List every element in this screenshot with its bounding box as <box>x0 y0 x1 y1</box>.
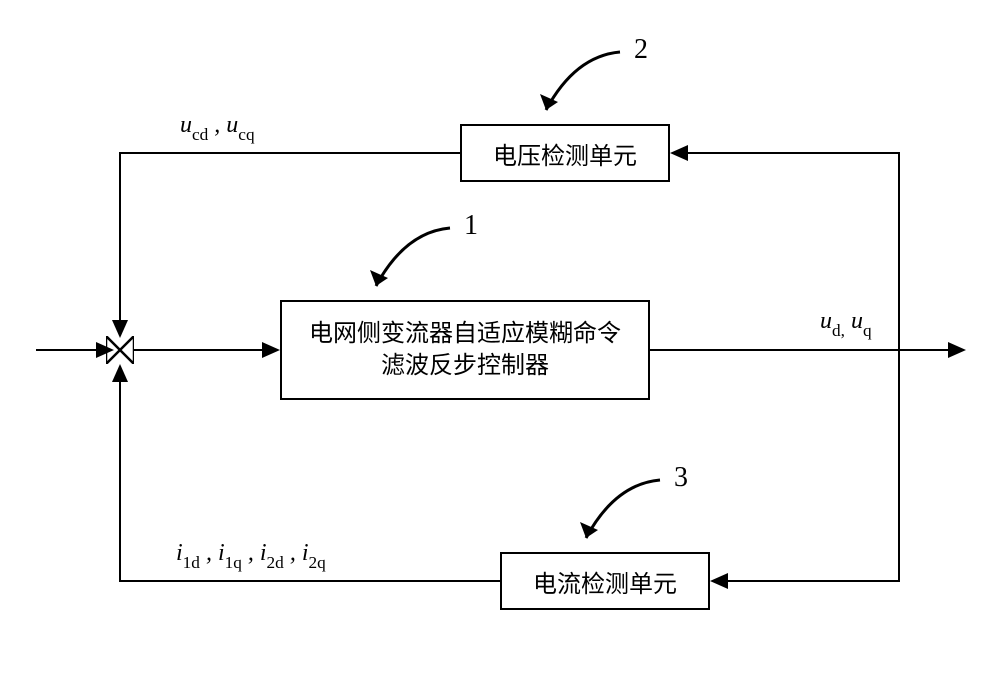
arrowhead-icon <box>96 342 114 358</box>
edge-branch-up <box>898 152 900 351</box>
arrowhead-icon <box>112 364 128 382</box>
arrowhead-icon <box>112 320 128 338</box>
edge-center-to-output <box>650 349 956 351</box>
edge-to-voltage-block <box>688 152 900 154</box>
edge-bowtie-to-center <box>134 349 270 351</box>
voltage-detect-label: 电压检测单元 <box>493 136 637 171</box>
controller-block: 电网侧变流器自适应模糊命令 滤波反步控制器 <box>280 300 650 400</box>
arrowhead-icon <box>262 342 280 358</box>
edge-voltage-to-left <box>119 152 460 154</box>
arrowhead-icon <box>948 342 966 358</box>
edge-branch-down <box>898 349 900 580</box>
block-diagram: 电网侧变流器自适应模糊命令 滤波反步控制器 电压检测单元 电流检测单元 ud, … <box>0 0 1000 680</box>
edge-current-up <box>119 378 121 582</box>
arrowhead-icon <box>710 573 728 589</box>
callout-2 <box>530 44 650 139</box>
callout-1 <box>360 220 480 315</box>
callout-3 <box>570 472 690 567</box>
controller-label-line2: 滤波反步控制器 <box>309 350 621 382</box>
edge-voltage-down <box>119 152 121 328</box>
voltage-feedback-label: ucd , ucq <box>180 112 255 143</box>
edge-to-current-block <box>728 580 900 582</box>
arrowhead-icon <box>670 145 688 161</box>
output-signal-label: ud, uq <box>820 308 872 339</box>
controller-label-line1: 电网侧变流器自适应模糊命令 <box>309 318 621 350</box>
current-detect-label: 电流检测单元 <box>533 564 677 599</box>
current-feedback-label: i1d , i1q , i2d , i2q <box>176 540 326 571</box>
callout-3-num: 3 <box>674 462 688 494</box>
edge-current-to-left <box>119 580 500 582</box>
callout-1-num: 1 <box>464 210 478 242</box>
callout-2-num: 2 <box>634 34 648 66</box>
